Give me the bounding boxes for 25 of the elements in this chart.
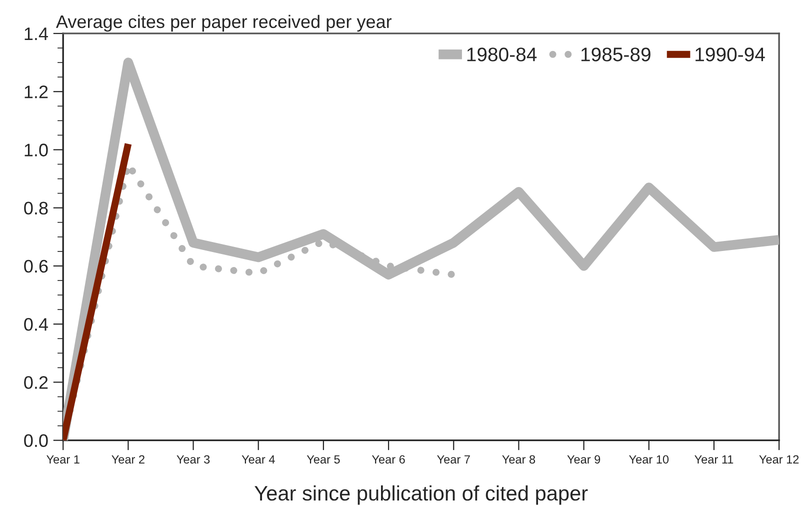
legend-label: 1990-94 [696, 48, 765, 62]
x-tick-label: Year 8 [502, 455, 536, 464]
x-tick-label: Year 4 [242, 455, 275, 464]
x-tick-label: Year 7 [437, 455, 470, 464]
x-tick-label: Year 2 [112, 455, 144, 464]
y-tick-label: 1.0 [24, 144, 48, 156]
y-tick-label: 0.6 [24, 260, 48, 273]
x-tick-label: Year 6 [372, 455, 405, 464]
x-axis-title: Year since publication of cited paper [254, 485, 588, 505]
y-tick-label: 1.4 [24, 28, 48, 40]
y-tick-label: 0.0 [24, 434, 48, 448]
x-tick-label: Year 3 [176, 455, 210, 464]
x-tick-label: Year 12 [759, 455, 799, 464]
x-tick-label: Year 11 [694, 455, 734, 464]
y-tick-label: 0.2 [24, 376, 48, 389]
x-tick-label: Year 5 [306, 455, 340, 464]
y-tick-label: 1.2 [24, 86, 48, 98]
legend-label: 1980-84 [467, 48, 537, 62]
y-tick-label: 0.4 [24, 318, 48, 331]
y-tick-label: 0.8 [24, 202, 48, 215]
chart-title: Average cites per paper received per year [56, 14, 392, 32]
x-tick-label: Year 1 [46, 455, 80, 464]
legend-label: 1985-89 [581, 48, 650, 62]
x-tick-label: Year 9 [567, 455, 600, 464]
x-tick-label: Year 10 [629, 455, 669, 464]
